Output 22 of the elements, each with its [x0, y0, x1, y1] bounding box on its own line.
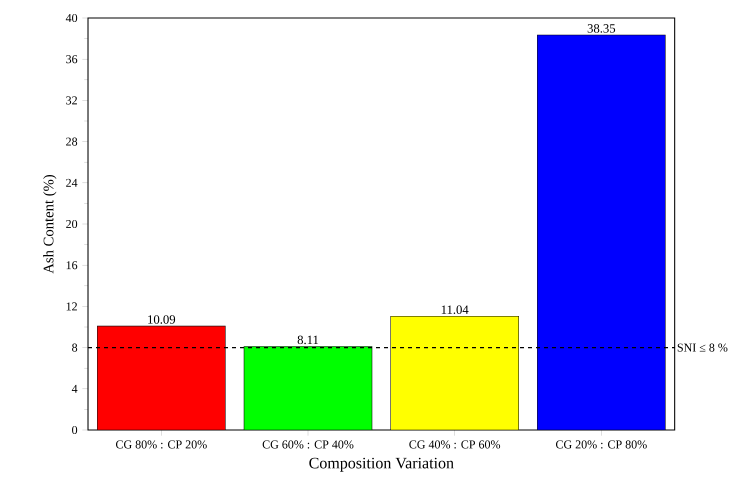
y-tick-label: 16: [66, 261, 78, 270]
y-tick-label: 0: [72, 426, 78, 434]
y-tick-label: 32: [66, 96, 77, 104]
x-tick-label: CG 60% : CP 40%: [262, 440, 354, 449]
y-tick-label: 24: [66, 178, 78, 187]
y-tick-label: 28: [66, 138, 78, 146]
x-tick-label: CG 40% : CP 60%: [409, 440, 500, 449]
y-tick-label: 12: [66, 302, 77, 310]
y-tick-label: 40: [66, 14, 78, 22]
x-tick-label: CG 20% : CP 80%: [556, 440, 647, 449]
y-tick-label: 4: [72, 384, 78, 393]
data-label: 10.09: [148, 315, 176, 324]
data-label: 8.11: [298, 336, 318, 344]
y-axis-title: Ash Content (%): [43, 174, 56, 274]
y-tick-label: 20: [66, 220, 78, 228]
y-tick-label: 8: [72, 344, 78, 352]
data-label: 11.04: [442, 305, 469, 314]
data-label: 38.35: [588, 24, 616, 33]
x-tick-label: CG 80% : CP 20%: [116, 440, 207, 449]
y-tick-label: 36: [66, 55, 78, 64]
ref-line-label: SNI ≤ 8 %: [678, 344, 728, 352]
x-axis-title: Composition Variation: [309, 458, 454, 472]
